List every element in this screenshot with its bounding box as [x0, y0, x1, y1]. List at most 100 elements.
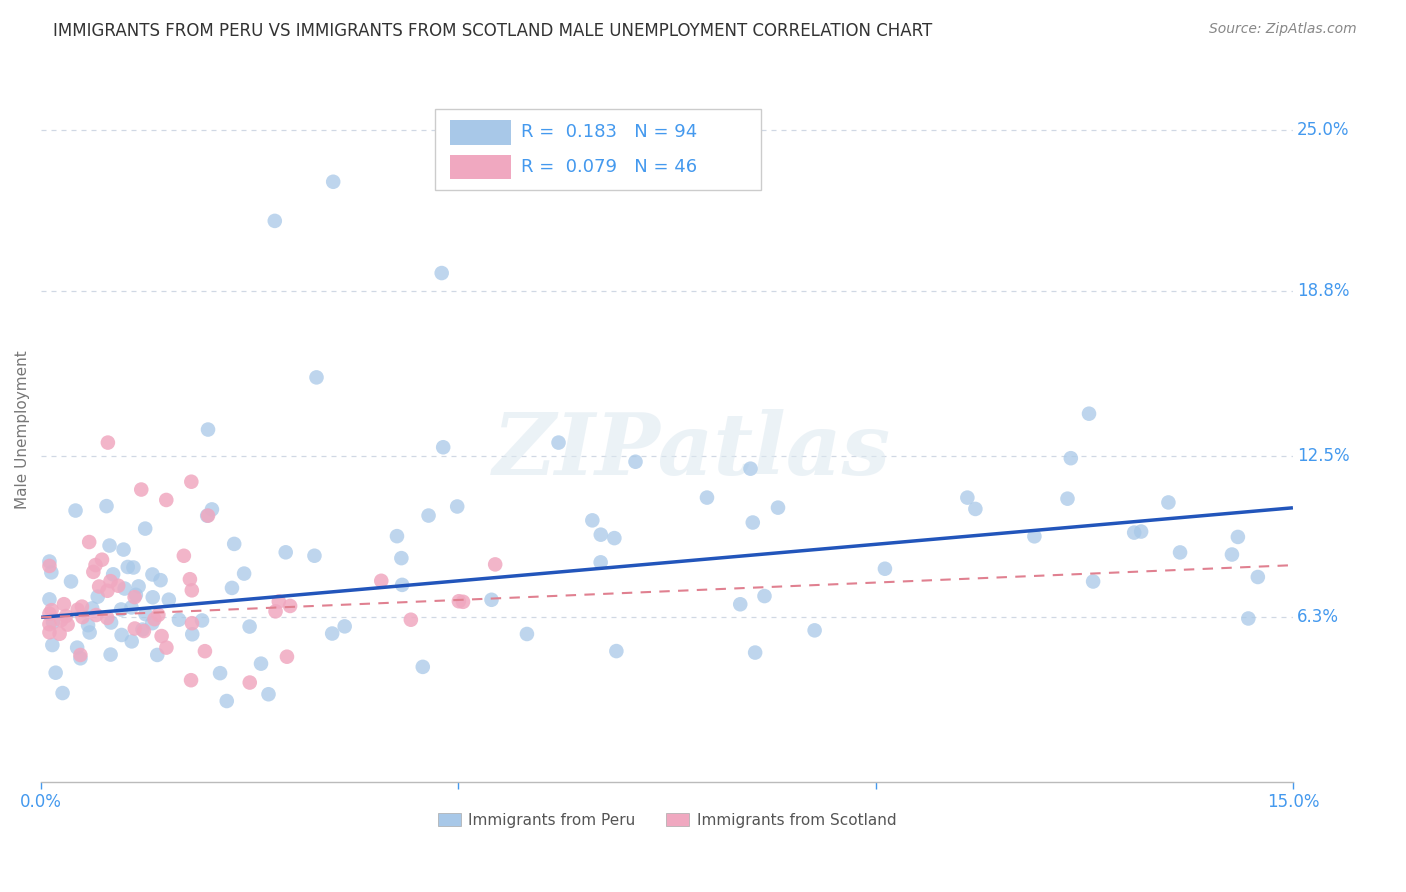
Point [221, 581, 243, 595]
Legend: Immigrants from Peru, Immigrants from Scotland: Immigrants from Peru, Immigrants from Sc… [432, 806, 903, 834]
Point [41, 566, 63, 580]
Point [481, 592, 503, 607]
Point [48, 627, 70, 641]
Point [124, 590, 146, 604]
Point [274, 545, 297, 559]
Point [150, 629, 173, 643]
Point [239, 675, 262, 690]
Point [69, 651, 91, 665]
Point [38, 558, 60, 573]
Point [41, 638, 63, 652]
Point [181, 616, 204, 631]
Point [740, 461, 762, 475]
Point [96, 583, 118, 598]
Point [141, 567, 163, 582]
Text: R =  0.079   N = 46: R = 0.079 N = 46 [520, 158, 697, 176]
Point [84, 607, 107, 622]
FancyBboxPatch shape [436, 109, 761, 190]
Point [516, 627, 538, 641]
Point [385, 529, 408, 543]
Point [135, 607, 157, 622]
Point [155, 640, 177, 655]
Point [69, 648, 91, 662]
Point [446, 500, 468, 514]
Point [1056, 491, 1078, 506]
Point [45, 665, 67, 680]
Point [91, 552, 114, 566]
Point [155, 493, 177, 508]
Point [399, 613, 422, 627]
Point [430, 266, 453, 280]
Point [605, 644, 627, 658]
Point [1081, 574, 1104, 589]
Point [55, 609, 77, 624]
Point [965, 502, 987, 516]
Point [124, 622, 146, 636]
Point [132, 624, 155, 638]
Point [77, 535, 100, 549]
Point [41, 603, 63, 617]
Point [391, 578, 413, 592]
Point [125, 588, 148, 602]
Point [143, 612, 166, 626]
Point [278, 599, 301, 613]
Point [110, 602, 132, 616]
Point [1123, 525, 1146, 540]
Point [180, 673, 202, 688]
Point [66, 603, 89, 617]
Point [149, 573, 172, 587]
Point [96, 611, 118, 625]
Point [624, 455, 647, 469]
Point [167, 613, 190, 627]
Point [38, 625, 60, 640]
Point [547, 435, 569, 450]
Point [581, 513, 603, 527]
Point [38, 592, 60, 607]
Point [38, 555, 60, 569]
Point [696, 491, 718, 505]
Point [1226, 530, 1249, 544]
Point [117, 560, 139, 574]
Point [1237, 611, 1260, 625]
Point [1168, 545, 1191, 559]
Point [589, 555, 612, 569]
Point [276, 649, 298, 664]
Point [66, 640, 89, 655]
Point [484, 558, 506, 572]
Point [209, 666, 232, 681]
Point [257, 687, 280, 701]
Point [197, 423, 219, 437]
Text: ZIPatlas: ZIPatlas [494, 409, 891, 492]
Point [72, 610, 94, 624]
Point [233, 566, 256, 581]
Y-axis label: Male Unemployment: Male Unemployment [15, 351, 30, 509]
Point [432, 440, 454, 454]
Point [873, 562, 896, 576]
Point [148, 607, 170, 622]
Point [100, 615, 122, 630]
Point [70, 599, 93, 614]
Point [96, 499, 118, 513]
Point [239, 619, 262, 633]
Point [1247, 570, 1270, 584]
Point [412, 660, 434, 674]
Point [1130, 524, 1153, 539]
Point [173, 549, 195, 563]
Point [134, 522, 156, 536]
Point [766, 500, 789, 515]
Point [111, 628, 134, 642]
Point [754, 589, 776, 603]
Point [112, 542, 135, 557]
Text: R =  0.183   N = 94: R = 0.183 N = 94 [520, 123, 697, 141]
Point [157, 592, 180, 607]
Text: 25.0%: 25.0% [1296, 120, 1350, 138]
Point [100, 574, 122, 588]
Point [121, 634, 143, 648]
Point [1078, 407, 1101, 421]
Point [128, 579, 150, 593]
Point [194, 644, 217, 658]
Point [77, 618, 100, 632]
Point [114, 582, 136, 596]
Point [97, 435, 120, 450]
Point [956, 491, 979, 505]
